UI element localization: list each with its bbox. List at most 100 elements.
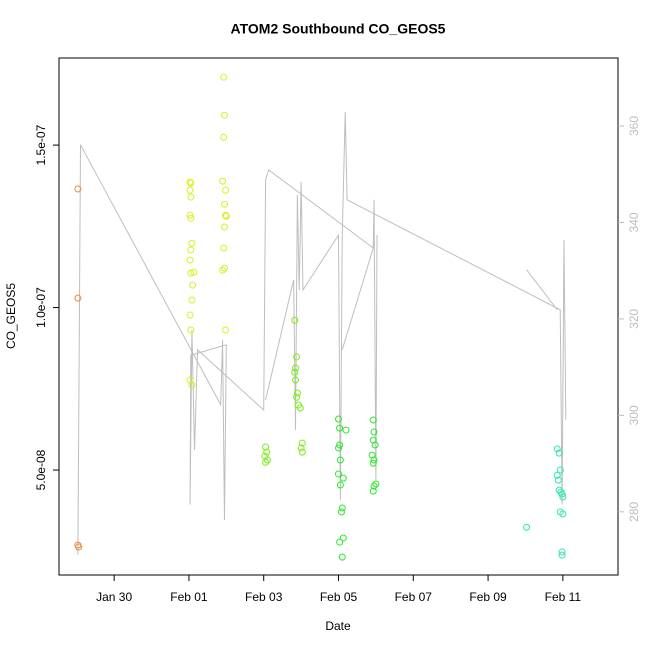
y-tick-label: 1.0e-07 [34,287,48,328]
x-tick-label: Feb 09 [469,590,507,604]
point [187,246,195,254]
point [298,448,306,456]
point [74,185,82,193]
point [222,211,230,219]
point [220,73,228,81]
point [263,448,271,456]
point [335,444,342,452]
point [292,376,299,384]
y-axis-label: CO_GEOS5 [4,283,18,349]
point [337,508,345,516]
point [369,487,377,495]
point [369,436,377,444]
point [189,281,197,289]
chart-title: ATOM2 Southbound CO_GEOS5 [231,21,446,37]
plot-frame [58,57,619,576]
point [559,510,567,518]
point [187,326,195,334]
point [368,451,376,459]
point [558,490,566,498]
x-axis-label: Date [325,619,351,633]
point [523,523,531,531]
y-tick-label: 1.5e-07 [34,124,48,165]
point [292,364,299,372]
point [553,445,561,453]
point [186,178,194,186]
point [371,441,379,449]
point [339,474,347,482]
point [297,444,305,452]
point [187,214,195,222]
point [219,266,227,274]
point [553,471,561,479]
point [338,553,346,561]
point [187,193,195,201]
point [342,426,350,434]
point [558,551,566,559]
point [291,368,299,376]
x-tick-label: Feb 03 [245,590,283,604]
point [338,504,346,512]
x-tick-label: Feb 05 [320,590,358,604]
point [335,470,342,478]
point [263,456,271,464]
point [336,456,344,464]
y2-tick-label: 340 [627,212,641,232]
point [187,179,195,187]
point [219,177,227,185]
y-tick-label: 5.0e-08 [34,449,48,490]
point [187,269,195,277]
point [370,428,378,436]
point [188,381,196,389]
point [262,443,270,451]
point [220,200,228,208]
y2-tick-label: 320 [627,309,641,329]
point [220,223,228,231]
y2-tick-label: 300 [627,405,641,425]
point [222,326,230,334]
point [370,482,378,490]
point [372,480,380,488]
point [220,244,228,252]
point [220,133,228,141]
point [75,543,83,551]
point [222,212,230,220]
point [188,239,196,247]
point [262,458,270,466]
point [558,548,566,556]
y2-tick-label: 280 [627,501,641,521]
y2-tick-label: 360 [627,116,641,136]
point [336,424,344,432]
point [298,439,306,447]
point [293,353,301,361]
point [188,296,196,304]
point [220,111,228,119]
x-tick-label: Feb 01 [170,590,208,604]
point [369,416,377,424]
point [186,311,194,319]
point [186,186,194,194]
point [74,294,82,302]
point [186,211,194,219]
point [369,459,377,467]
point [222,186,230,194]
point [339,534,347,542]
line-series [77,112,567,555]
point [554,476,562,484]
point [336,538,344,546]
point [559,493,567,501]
point [296,404,304,412]
point [555,449,563,457]
point [370,456,378,464]
point [186,256,194,264]
x-tick-label: Jan 30 [96,590,132,604]
x-tick-label: Feb 11 [545,590,582,604]
point [336,481,344,489]
point [190,268,198,276]
point [556,466,564,474]
point [335,415,342,423]
point [293,393,301,401]
point [293,389,301,397]
point [220,264,228,272]
